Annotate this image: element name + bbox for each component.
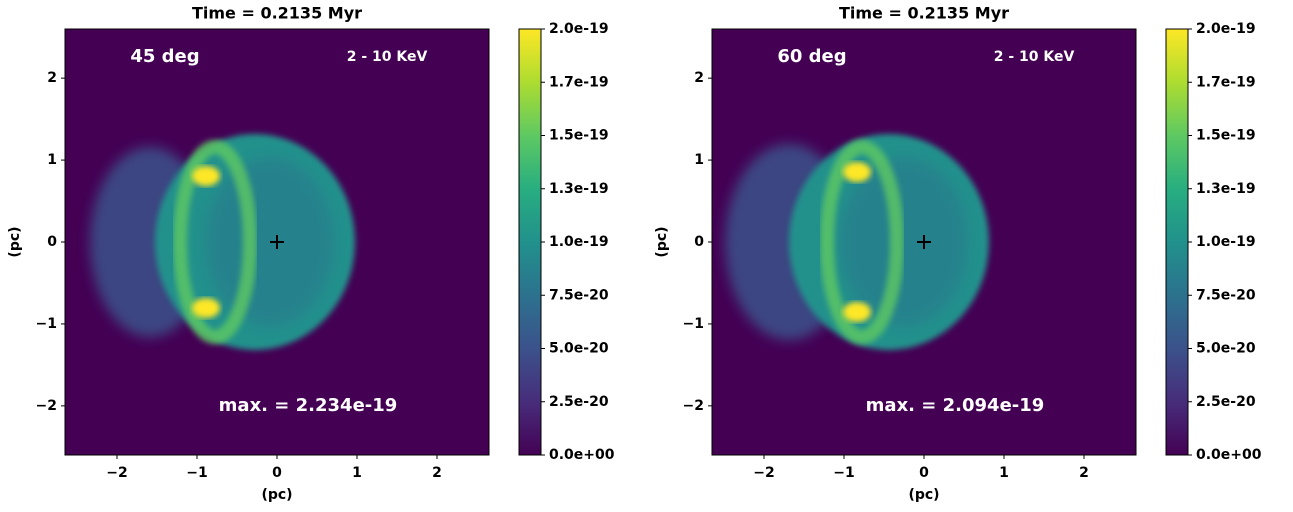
colorbar-tick-label: 5.0e-20 (1196, 341, 1256, 357)
colorbar (1165, 28, 1189, 456)
hot-spot (192, 298, 220, 318)
x-tick-label: 1 (352, 465, 362, 481)
colorbar-tick-label: 2.5e-20 (1196, 394, 1256, 410)
y-tick-label: 0 (694, 234, 704, 250)
colorbar-tick-label: 2.5e-20 (549, 394, 609, 410)
colorbar-tick-label: 1.0e-19 (1196, 234, 1256, 250)
center-marker (917, 235, 931, 249)
y-tick-label: −1 (36, 316, 57, 332)
hot-spot (192, 166, 220, 186)
colorbar-tick-label: 0.0e+00 (1196, 447, 1262, 463)
band-annotation: 2 - 10 KeV (994, 49, 1075, 65)
colorbar-tick-label: 7.5e-20 (549, 287, 609, 303)
x-tick-label: −1 (833, 465, 854, 481)
angle-annotation: 45 deg (130, 46, 199, 67)
hot-spot (843, 162, 871, 182)
colorbar-tick-label: 1.3e-19 (549, 181, 609, 197)
x-tick-label: 0 (919, 465, 929, 481)
y-tick-label: −2 (683, 398, 704, 414)
y-tick-label: 1 (694, 152, 704, 168)
colorbar-tick-label: 1.5e-19 (1196, 128, 1256, 144)
colorbar-tick-label: 2.0e-19 (1196, 21, 1256, 37)
x-axis-label: (pc) (261, 487, 292, 503)
hot-spot (843, 302, 871, 322)
x-axis-label: (pc) (908, 487, 939, 503)
y-tick-label: −1 (683, 316, 704, 332)
chart-title: Time = 0.2135 Myr (192, 4, 362, 23)
x-tick-label: 1 (999, 465, 1009, 481)
y-tick-label: 1 (47, 152, 57, 168)
colorbar-tick-label: 2.0e-19 (549, 21, 609, 37)
colorbar-tick-label: 1.7e-19 (1196, 74, 1256, 90)
x-tick-label: 2 (1079, 465, 1089, 481)
y-tick-label: 2 (694, 70, 704, 86)
colorbar-tick-label: 0.0e+00 (549, 447, 615, 463)
colorbar-tick-label: 7.5e-20 (1196, 287, 1256, 303)
y-tick-label: 2 (47, 70, 57, 86)
y-axis-label: (pc) (654, 226, 670, 257)
max-annotation: max. = 2.094e-19 (866, 395, 1045, 416)
colorbar-tick-label: 1.0e-19 (549, 234, 609, 250)
y-axis-label: (pc) (7, 226, 23, 257)
max-annotation: max. = 2.234e-19 (219, 395, 398, 416)
colorbar-tick-label: 1.5e-19 (549, 128, 609, 144)
x-tick-label: −2 (753, 465, 774, 481)
x-tick-label: −1 (186, 465, 207, 481)
heatmap-image (65, 29, 489, 455)
band-annotation: 2 - 10 KeV (347, 49, 428, 65)
colorbar (518, 28, 542, 456)
x-tick-label: −2 (106, 465, 127, 481)
angle-annotation: 60 deg (777, 46, 846, 67)
chart-title: Time = 0.2135 Myr (839, 4, 1009, 23)
colorbar-tick-label: 5.0e-20 (549, 341, 609, 357)
colorbar-tick-label: 1.7e-19 (549, 74, 609, 90)
colorbar-tick-label: 1.3e-19 (1196, 181, 1256, 197)
x-tick-label: 0 (272, 465, 282, 481)
y-tick-label: 0 (47, 234, 57, 250)
emission-arc (173, 140, 257, 344)
y-tick-label: −2 (36, 398, 57, 414)
x-tick-label: 2 (432, 465, 442, 481)
center-marker (270, 235, 284, 249)
emission-arc (820, 140, 904, 344)
